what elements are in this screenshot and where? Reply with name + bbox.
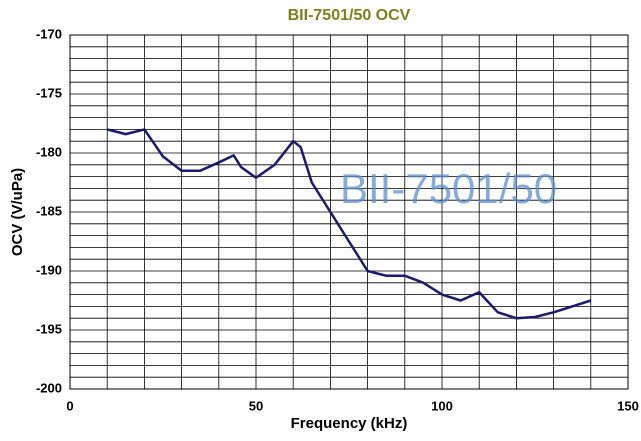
x-tick-label: 100 — [431, 398, 453, 413]
chart-title: BII-7501/50 OCV — [288, 7, 411, 24]
x-tick-label: 50 — [249, 398, 263, 413]
data-line — [106, 128, 592, 320]
y-tick-label: -190 — [36, 262, 62, 277]
y-tick-label: -170 — [36, 26, 62, 41]
x-tick-label: 150 — [617, 398, 639, 413]
y-tick-label: -180 — [36, 144, 62, 159]
y-tick-label: -195 — [36, 321, 62, 336]
watermark: BII-7501/50 — [340, 165, 557, 212]
y-tick-label: -200 — [36, 380, 62, 395]
y-tick-label: -175 — [36, 85, 62, 100]
x-tick-label: 0 — [66, 398, 73, 413]
plot-frame — [69, 34, 629, 390]
y-axis-label: OCV (V/uPa) — [9, 168, 26, 256]
x-axis-label: Frequency (kHz) — [291, 415, 408, 432]
y-tick-label: -185 — [36, 203, 62, 218]
